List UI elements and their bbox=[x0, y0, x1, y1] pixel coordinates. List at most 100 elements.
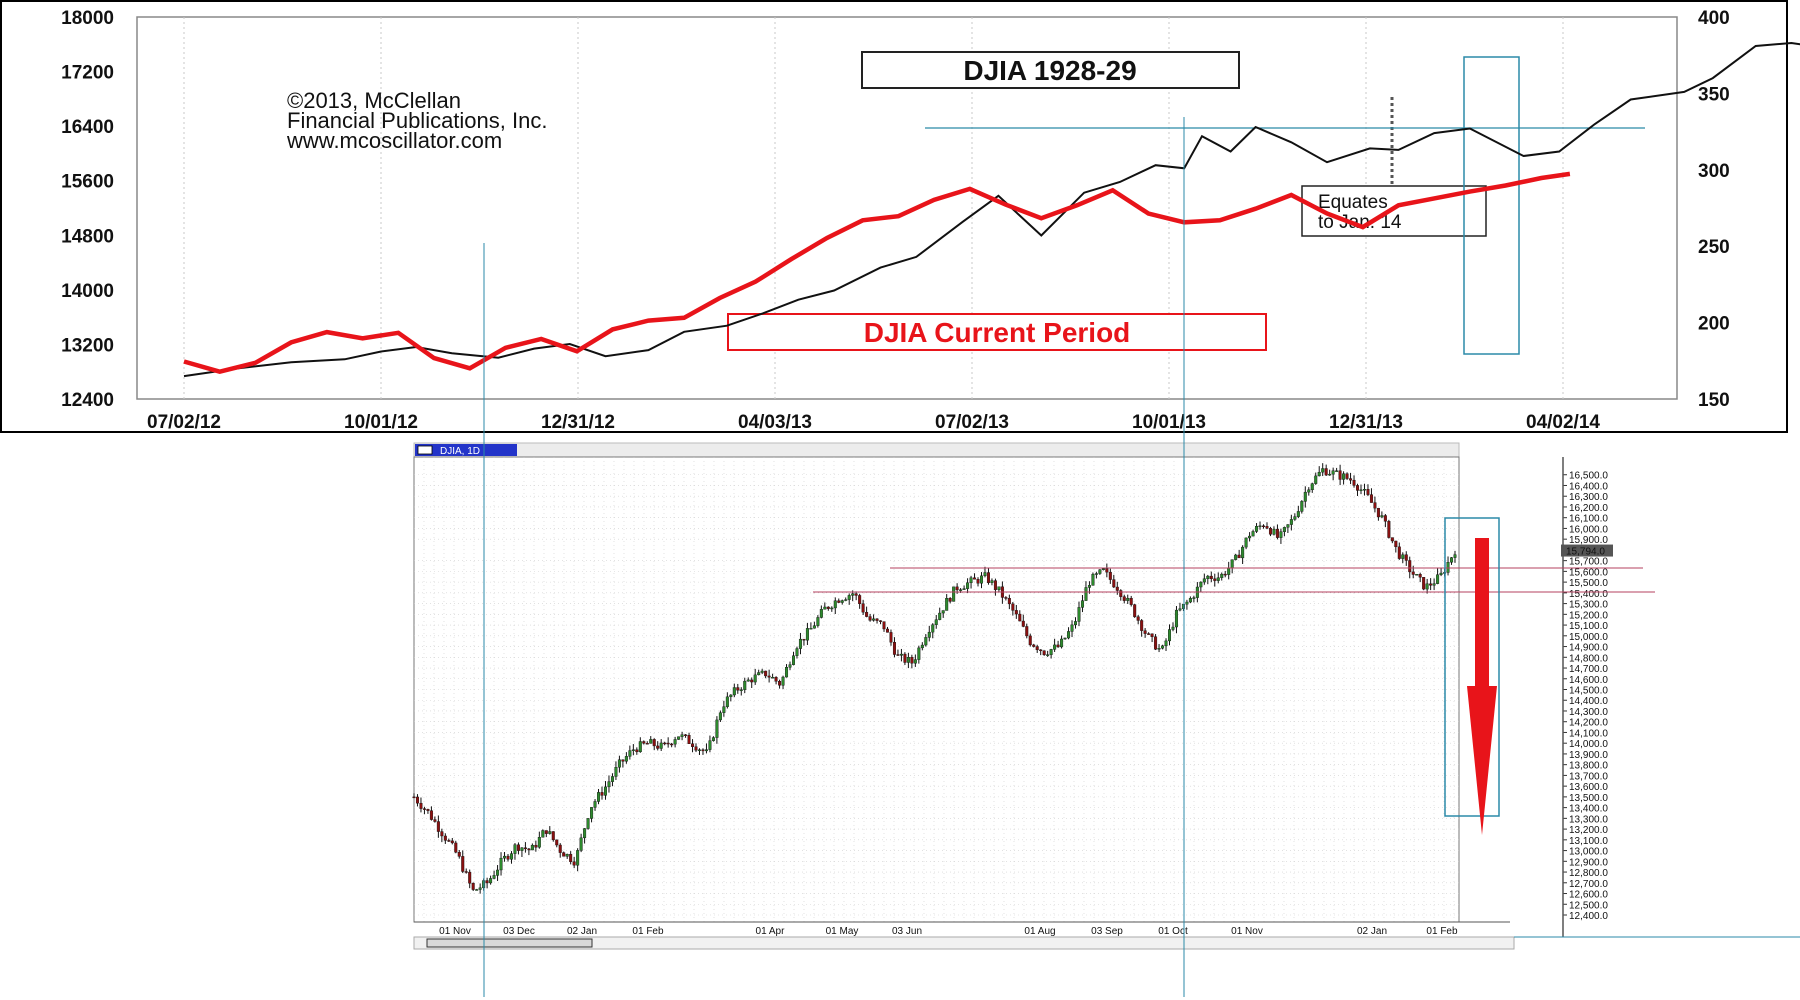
candle-body bbox=[1129, 597, 1133, 605]
candle-body bbox=[583, 828, 587, 839]
candle-body bbox=[1244, 537, 1248, 548]
price-tick-label: 16,100.0 bbox=[1569, 514, 1608, 525]
candle-body bbox=[1140, 620, 1144, 631]
candle-body bbox=[725, 696, 729, 707]
price-tick-label: 16,000.0 bbox=[1569, 524, 1608, 535]
price-tick-label: 13,100.0 bbox=[1569, 836, 1608, 847]
candle-body bbox=[739, 689, 743, 691]
upper-x-axis: 07/02/12 10/01/12 12/31/12 04/03/13 07/02/13… bbox=[147, 412, 1600, 433]
candle-body bbox=[743, 680, 747, 690]
candle-body bbox=[691, 743, 695, 747]
candle-body bbox=[551, 831, 555, 841]
down-arrow-head bbox=[1467, 686, 1497, 835]
price-tick-label: 13,400.0 bbox=[1569, 804, 1608, 815]
candle-body bbox=[1223, 573, 1227, 576]
candle-body bbox=[597, 792, 601, 802]
upper-left-tick-label: 16400 bbox=[61, 117, 114, 138]
candle-body bbox=[631, 749, 635, 751]
candle-body bbox=[468, 871, 472, 884]
price-tick-label: 15,900.0 bbox=[1569, 535, 1608, 546]
scrollbar-thumb[interactable] bbox=[426, 938, 593, 948]
candle-body bbox=[997, 586, 1001, 590]
series-djia-current-period bbox=[183, 171, 1571, 375]
candle-body bbox=[1213, 578, 1217, 581]
candle-body bbox=[1450, 557, 1454, 563]
candle-body bbox=[781, 676, 785, 686]
candle-body bbox=[1324, 468, 1328, 476]
candle-body bbox=[1021, 620, 1025, 627]
candle-body bbox=[1060, 638, 1064, 648]
candle-body bbox=[840, 600, 844, 603]
candle-body bbox=[865, 611, 869, 617]
candle-body bbox=[798, 638, 802, 649]
candle-body bbox=[1164, 640, 1168, 647]
candle-body bbox=[447, 840, 451, 842]
candle-body bbox=[945, 598, 949, 611]
candle-body bbox=[544, 830, 548, 834]
candle-body bbox=[503, 855, 507, 859]
price-tick-label: 15,200.0 bbox=[1569, 610, 1608, 621]
upper-x-tick-label: 07/02/12 bbox=[147, 412, 221, 433]
candle-body bbox=[694, 746, 698, 751]
candle-body bbox=[722, 706, 726, 713]
upper-left-tick-label: 13200 bbox=[61, 335, 114, 356]
candle-body bbox=[534, 844, 538, 848]
candle-body bbox=[537, 837, 541, 848]
candle-body bbox=[1035, 646, 1039, 651]
candle-body bbox=[1345, 473, 1349, 479]
lower-x-tick-label: 01 Feb bbox=[632, 926, 664, 937]
candle-body bbox=[715, 719, 719, 738]
title-box bbox=[861, 51, 1240, 89]
candle-body bbox=[1070, 624, 1074, 632]
candle-body bbox=[513, 844, 517, 854]
symbol-tab[interactable] bbox=[415, 444, 517, 456]
candle-body bbox=[1192, 597, 1196, 599]
candle-body bbox=[868, 616, 872, 621]
price-tick-label: 12,400.0 bbox=[1569, 911, 1608, 922]
candle-body bbox=[1286, 524, 1290, 528]
price-tick-label: 13,300.0 bbox=[1569, 814, 1608, 825]
candle-body bbox=[980, 575, 984, 584]
watermark-line-1: ©2013, McClellan bbox=[287, 88, 461, 113]
upper-right-tick-label: 150 bbox=[1698, 390, 1730, 411]
candle-body bbox=[684, 734, 688, 736]
scrollbar-track[interactable] bbox=[413, 936, 1515, 950]
candle-body bbox=[1039, 649, 1043, 652]
candle-body bbox=[562, 852, 566, 857]
lower-x-tick-label: 03 Dec bbox=[503, 926, 535, 937]
upper-right-tick-label: 400 bbox=[1698, 8, 1730, 29]
candle-body bbox=[1373, 502, 1377, 509]
lower-x-tick-label: 01 Nov bbox=[439, 926, 471, 937]
lower-x-tick-label: 03 Jun bbox=[892, 926, 922, 937]
candle-body bbox=[1084, 587, 1088, 601]
price-tick-label: 14,400.0 bbox=[1569, 696, 1608, 707]
upper-x-tick-label: 04/03/13 bbox=[738, 412, 812, 433]
price-tick-label: 14,900.0 bbox=[1569, 643, 1608, 654]
lower-x-tick-label: 02 Jan bbox=[1357, 926, 1387, 937]
lower-x-tick-label: 01 Apr bbox=[756, 926, 786, 937]
candle-body bbox=[750, 679, 754, 683]
candle-body bbox=[419, 802, 423, 809]
candle-body bbox=[1446, 561, 1450, 573]
candle-body bbox=[732, 687, 736, 696]
price-tick-label: 12,700.0 bbox=[1569, 879, 1608, 890]
price-tick-label: 15,400.0 bbox=[1569, 589, 1608, 600]
candle-body bbox=[1101, 568, 1105, 570]
lower-candlesticks bbox=[412, 463, 1457, 894]
candle-body bbox=[440, 831, 444, 837]
price-tick-label: 14,200.0 bbox=[1569, 718, 1608, 729]
candle-body bbox=[993, 580, 997, 590]
candle-body bbox=[1056, 644, 1060, 648]
candle-body bbox=[924, 637, 928, 646]
candle-body bbox=[1133, 604, 1137, 617]
candle-body bbox=[1282, 527, 1286, 532]
candle-body bbox=[687, 735, 691, 744]
candle-body bbox=[485, 880, 489, 884]
candle-body bbox=[1230, 559, 1234, 569]
candle-body bbox=[1380, 515, 1384, 518]
candle-body bbox=[1359, 489, 1363, 492]
candle-body bbox=[858, 595, 862, 604]
candle-body bbox=[541, 830, 545, 838]
price-tick-label: 13,200.0 bbox=[1569, 825, 1608, 836]
